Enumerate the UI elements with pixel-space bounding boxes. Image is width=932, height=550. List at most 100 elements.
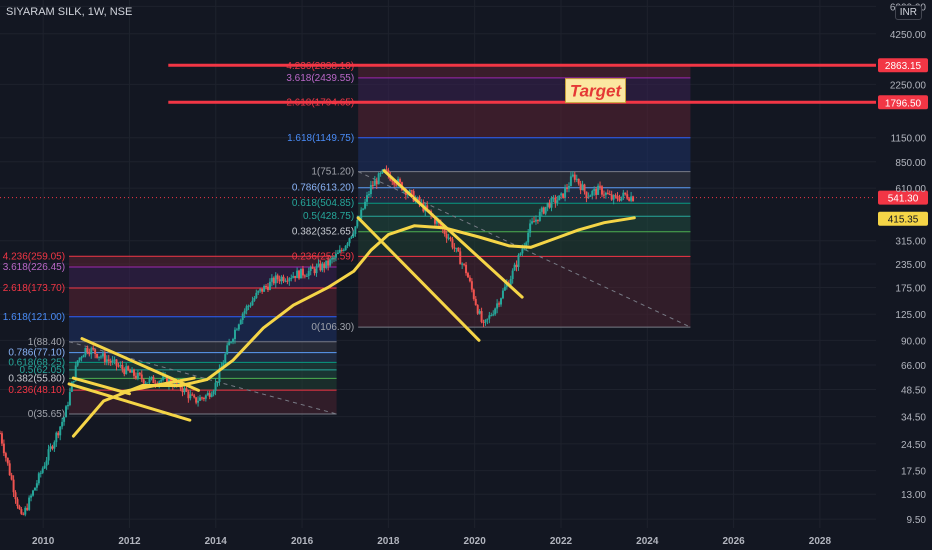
candle-body [329,259,332,266]
price-axis[interactable]: 6000.004250.002250.001150.00850.00610.00… [890,2,927,526]
ma-value-tag [878,211,928,226]
candle-body [476,305,479,314]
candle-body [546,202,549,207]
candle-body [591,190,594,196]
candle-body [212,390,215,395]
candle-body [327,260,330,266]
candle-body [334,253,337,258]
candle-body [317,263,320,267]
candle-body [461,263,464,265]
fib-level-label: 1.618(121.00) [3,312,65,323]
fib-level-label: 0.236(48.10) [8,385,65,396]
candle-body [105,359,108,362]
last-price-tag [878,190,928,205]
candle-body [600,186,603,195]
candle-body [35,483,38,488]
x-tick-label: 2028 [809,536,832,547]
candle-body [121,365,124,370]
candle-body [597,185,600,195]
candle-body [45,460,48,466]
candle-body [364,201,367,209]
currency-button[interactable]: INR [894,5,922,20]
candle-body [185,388,188,392]
fib-level-label: 0.618(68.25) [8,357,65,368]
candle-body [294,275,297,279]
candle-body [138,372,141,375]
target-lines[interactable]: 2863.15 1796.50 541.30 415.35 Target [0,58,928,226]
candle-body [416,197,419,199]
candle-body [94,349,97,354]
candle-body [542,207,545,214]
candle-body [435,220,438,224]
candle-body [496,303,499,309]
candle-body [59,426,62,436]
last-price-tag-label: 541.30 [888,194,919,205]
candle-body [500,298,503,305]
candle-body [379,173,382,175]
candle-body [620,196,623,201]
candle-body [80,357,83,359]
candle-body [585,191,588,199]
candle-body [191,394,194,396]
candle-body [362,208,365,210]
fib-level-label: 0(35.65) [28,409,65,420]
candle-body [210,394,213,397]
candle-body [49,446,52,450]
candle-body [519,253,522,256]
candle-body [14,492,17,500]
candle-body [181,388,184,393]
y-tick-label: 17.50 [901,467,926,478]
candle-body [486,318,489,320]
candle-body [529,223,532,233]
candle-body [20,509,23,514]
candle-body [408,190,411,194]
candle-body [131,369,134,373]
candle-body [606,192,609,195]
trend-drawings [67,169,636,438]
fib-level-label: 0.786(77.10) [8,348,65,359]
fib-zone [69,369,337,379]
candle-body [366,195,369,202]
candle-body [47,449,50,461]
candle-body [187,391,190,399]
candle-body [571,174,574,177]
candle-body [18,506,21,510]
candle-body [342,250,345,252]
y-tick-label: 125.00 [895,310,926,321]
candle-body [251,300,254,306]
candle-body [451,239,454,248]
candle-body [86,347,89,353]
candle-body [241,313,244,321]
candle-body [92,348,95,350]
candle-body [88,352,91,355]
candle-body [22,513,25,515]
candle-body [480,311,483,322]
candle-body [166,375,169,385]
candle-body [323,263,326,268]
candle-body [632,196,635,202]
candle-body [381,169,384,174]
candle-body [515,264,518,268]
fib-zone [69,352,337,363]
candle-body [350,236,353,239]
candle-body [336,252,339,254]
candle-body [331,258,334,260]
price-tag-label: 2863.15 [885,61,922,72]
candle-body [426,205,429,210]
candle-body [577,178,580,184]
candle-body [204,395,207,399]
candle-body [280,276,283,282]
candle-body [393,181,396,185]
x-tick-label: 2016 [291,536,314,547]
candle-body [199,397,202,401]
candle-body [521,248,524,254]
candle-body [245,306,248,311]
fib-level-label: 1.618(1149.75) [287,133,354,144]
time-axis[interactable]: 2010 2012 2014 2016 2018 2020 2022 2024 2026 2028 [32,536,831,547]
candle-body [490,315,493,317]
candle-body [6,457,9,464]
candle-body [96,353,99,358]
candle-body [488,315,491,319]
candle-body [377,173,380,185]
